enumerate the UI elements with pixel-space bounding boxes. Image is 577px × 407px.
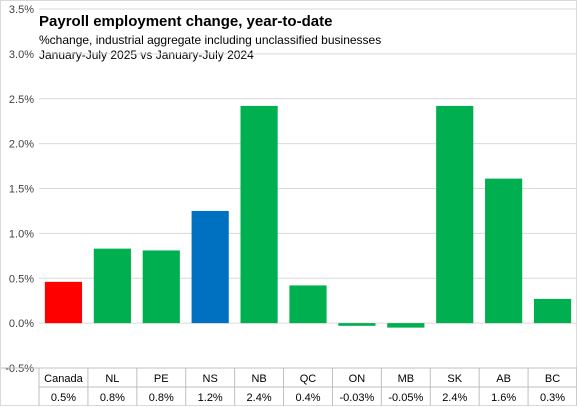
y-tick-label: 0.5% [9,273,34,285]
y-tick-label: 1.0% [9,228,34,240]
chart-title: Payroll employment change, year-to-date [39,13,332,30]
y-tick-label: 0.0% [9,318,34,330]
bar-on [338,323,376,326]
value-label-sk: 2.4% [442,392,467,404]
chart-subtitle-line-2: January-July 2025 vs January-July 2024 [39,48,254,62]
value-label-pe: 0.8% [149,392,174,404]
category-label-canada: Canada [44,373,83,385]
bar-mb [387,323,425,328]
chart-subtitle-line-1: %change, industrial aggregate including … [39,33,381,47]
category-label-pe: PE [154,373,169,385]
bar-nl [93,248,131,324]
bar-bc [533,298,572,324]
bars [44,105,572,328]
category-label-on: ON [349,373,366,385]
category-label-ns: NS [203,373,218,385]
y-tick-label: 3.5% [9,4,34,16]
category-label-sk: SK [447,373,462,385]
y-tick-label: 1.5% [9,184,34,196]
bar-ns [191,210,229,324]
value-label-nl: 0.8% [100,392,125,404]
value-label-ns: 1.2% [198,392,223,404]
bar-sk [436,105,474,324]
category-label-ab: AB [496,373,511,385]
category-label-mb: MB [398,373,415,385]
value-label-bc: 0.3% [540,392,565,404]
y-axis-ticks: -0.5% 0.0% 0.5% 1.0% 1.5% 2.0% 2.5% 3.0% 3.5% [5,4,34,375]
category-label-nb: NB [251,373,266,385]
y-tick-label: -0.5% [5,363,34,375]
value-label-qc: 0.4% [295,392,320,404]
value-label-canada: 0.5% [51,392,76,404]
category-label-qc: QC [300,373,317,385]
y-tick-label: 2.0% [9,139,34,151]
data-table: Canada 0.5% NL 0.8% PE 0.8% NS 1.2% NB 2.4% QC 0.4%… [1,367,577,406]
bar-ab [485,178,523,324]
value-label-nb: 2.4% [247,392,272,404]
value-label-mb: -0.05% [388,392,423,404]
bar-pe [142,250,180,324]
y-tick-label: 2.5% [9,94,34,106]
category-label-nl: NL [105,373,119,385]
bar-nb [240,105,278,324]
category-label-bc: BC [545,373,560,385]
value-label-ab: 1.6% [491,392,516,404]
y-tick-label: 3.0% [9,49,34,61]
bar-qc [289,285,327,324]
value-label-on: -0.03% [339,392,374,404]
bar-canada [44,281,83,324]
